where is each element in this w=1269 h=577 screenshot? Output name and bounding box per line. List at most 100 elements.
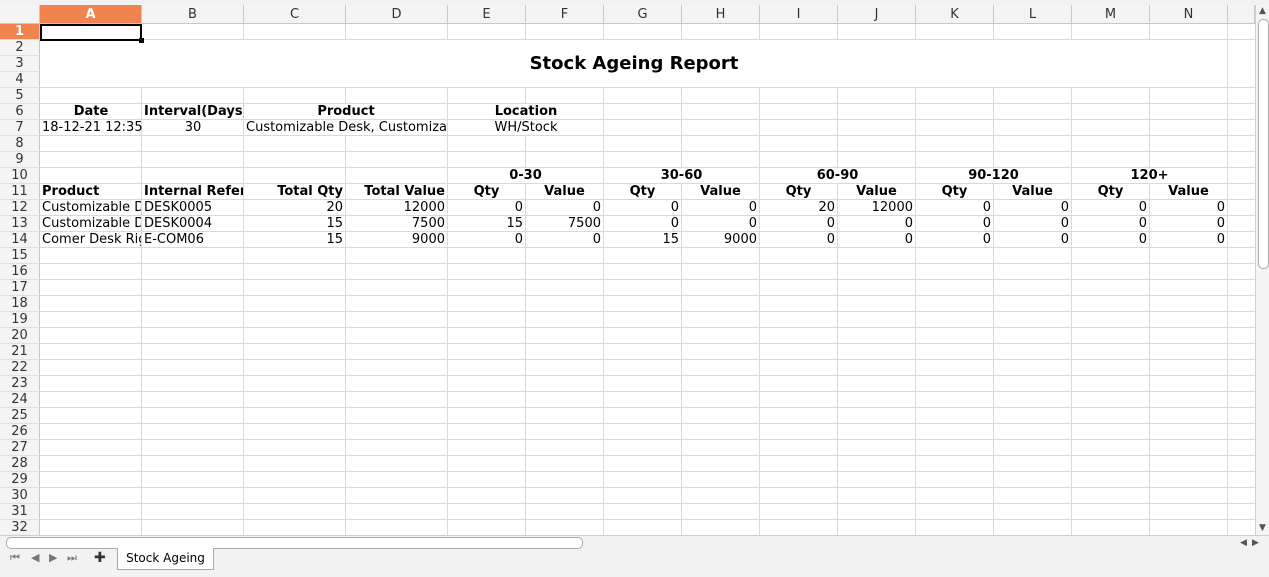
row-header-30[interactable]: 30: [0, 488, 40, 504]
table-cell[interactable]: 0: [514, 200, 523, 215]
row-header-22[interactable]: 22: [0, 360, 40, 376]
table-header-8[interactable]: Qty: [785, 184, 812, 199]
table-cell[interactable]: Customizable Desk: [42, 216, 141, 231]
table-cell[interactable]: 7500: [567, 216, 601, 231]
table-cell[interactable]: 0: [1216, 216, 1225, 231]
row-header-14[interactable]: 14: [0, 232, 40, 248]
row-header-24[interactable]: 24: [0, 392, 40, 408]
row-header-27[interactable]: 27: [0, 440, 40, 456]
table-cell[interactable]: 0: [1138, 232, 1147, 247]
column-header-c[interactable]: C: [244, 5, 346, 24]
table-header-0[interactable]: Product: [42, 184, 100, 199]
scroll-left-icon[interactable]: ◀: [1240, 538, 1247, 548]
table-cell[interactable]: 0: [904, 232, 913, 247]
filter-location-value[interactable]: WH/Stock: [494, 120, 558, 135]
column-header-m[interactable]: M: [1072, 5, 1150, 24]
select-all-corner[interactable]: [0, 5, 40, 24]
plus-icon[interactable]: ✚: [94, 550, 106, 566]
filter-product-value[interactable]: Customizable Desk, Customizable Desk, Co…: [246, 120, 448, 135]
filter-interval-label[interactable]: Interval(Days): [144, 104, 244, 119]
row-header-10[interactable]: 10: [0, 168, 40, 184]
row-header-15[interactable]: 15: [0, 248, 40, 264]
row-header-19[interactable]: 19: [0, 312, 40, 328]
table-cell[interactable]: 7500: [411, 216, 445, 231]
row-header-28[interactable]: 28: [0, 456, 40, 472]
row-header-17[interactable]: 17: [0, 280, 40, 296]
table-header-7[interactable]: Value: [700, 184, 741, 199]
row-header-2[interactable]: 2: [0, 40, 40, 56]
table-header-13[interactable]: Value: [1168, 184, 1209, 199]
table-header-1[interactable]: Internal Reference: [144, 184, 243, 199]
row-header-11[interactable]: 11: [0, 184, 40, 200]
table-header-11[interactable]: Value: [1012, 184, 1053, 199]
table-cell[interactable]: 0: [1216, 232, 1225, 247]
table-header-9[interactable]: Value: [856, 184, 897, 199]
table-cell[interactable]: 0: [670, 200, 679, 215]
table-header-4[interactable]: Qty: [473, 184, 500, 199]
table-cell[interactable]: DESK0005: [144, 200, 213, 215]
table-cell[interactable]: 0: [1060, 232, 1069, 247]
report-title[interactable]: Stock Ageing Report: [529, 53, 739, 74]
row-header-21[interactable]: 21: [0, 344, 40, 360]
table-cell[interactable]: DESK0004: [144, 216, 213, 231]
table-cell[interactable]: 0: [1138, 216, 1147, 231]
table-cell[interactable]: 12000: [403, 200, 445, 215]
column-header-b[interactable]: B: [142, 5, 244, 24]
table-header-10[interactable]: Qty: [941, 184, 968, 199]
table-cell[interactable]: 20: [326, 200, 343, 215]
column-header-k[interactable]: K: [916, 5, 994, 24]
table-cell[interactable]: E-COM06: [144, 232, 204, 247]
table-cell[interactable]: 0: [904, 216, 913, 231]
row-header-32[interactable]: 32: [0, 520, 40, 536]
table-cell[interactable]: 0: [1060, 200, 1069, 215]
table-cell[interactable]: 15: [662, 232, 679, 247]
column-header-a[interactable]: A: [40, 5, 142, 24]
bucket-header-3[interactable]: 90-120: [968, 168, 1019, 183]
column-header-l[interactable]: L: [994, 5, 1072, 24]
column-header-j[interactable]: J: [838, 5, 916, 24]
horizontal-scrollbar[interactable]: [6, 537, 583, 549]
filter-date-value[interactable]: 18-12-21 12:35: [42, 120, 142, 135]
row-header-1[interactable]: 1: [0, 24, 40, 40]
fill-handle[interactable]: [139, 38, 144, 43]
table-cell[interactable]: 15: [326, 216, 343, 231]
table-cell[interactable]: 0: [670, 216, 679, 231]
filter-product-label[interactable]: Product: [317, 104, 375, 119]
row-header-9[interactable]: 9: [0, 152, 40, 168]
next-sheet-icon[interactable]: ▶: [49, 551, 58, 564]
table-cell[interactable]: 0: [748, 216, 757, 231]
prev-sheet-icon[interactable]: ◀: [31, 551, 40, 564]
table-cell[interactable]: 0: [514, 232, 523, 247]
table-cell[interactable]: 9000: [411, 232, 445, 247]
column-header-h[interactable]: H: [682, 5, 760, 24]
scroll-up-icon[interactable]: ▲: [1259, 6, 1266, 16]
table-cell[interactable]: 0: [592, 232, 601, 247]
table-cell[interactable]: 0: [982, 232, 991, 247]
table-cell[interactable]: 0: [826, 216, 835, 231]
table-cell[interactable]: Customizable Desk: [42, 200, 141, 215]
row-header-4[interactable]: 4: [0, 72, 40, 88]
row-header-29[interactable]: 29: [0, 472, 40, 488]
row-header-31[interactable]: 31: [0, 504, 40, 520]
bucket-header-2[interactable]: 60-90: [816, 168, 859, 183]
row-header-18[interactable]: 18: [0, 296, 40, 312]
vertical-scroll-thumb[interactable]: [1258, 19, 1269, 269]
row-header-23[interactable]: 23: [0, 376, 40, 392]
table-cell[interactable]: 15: [326, 232, 343, 247]
scroll-right-icon[interactable]: ▶: [1252, 538, 1259, 548]
table-cell[interactable]: 0: [982, 216, 991, 231]
table-header-5[interactable]: Value: [544, 184, 585, 199]
table-header-3[interactable]: Total Value: [364, 184, 445, 199]
table-cell[interactable]: 12000: [871, 200, 913, 215]
table-cell[interactable]: 0: [748, 200, 757, 215]
row-header-6[interactable]: 6: [0, 104, 40, 120]
column-header-f[interactable]: F: [526, 5, 604, 24]
vertical-scrollbar[interactable]: ▲ ▼: [1255, 5, 1269, 535]
table-header-2[interactable]: Total Qty: [277, 184, 343, 199]
column-header-n[interactable]: N: [1150, 5, 1228, 24]
column-header-d[interactable]: D: [346, 5, 448, 24]
row-header-3[interactable]: 3: [0, 56, 40, 72]
table-cell[interactable]: 0: [982, 200, 991, 215]
table-cell[interactable]: 0: [1216, 200, 1225, 215]
